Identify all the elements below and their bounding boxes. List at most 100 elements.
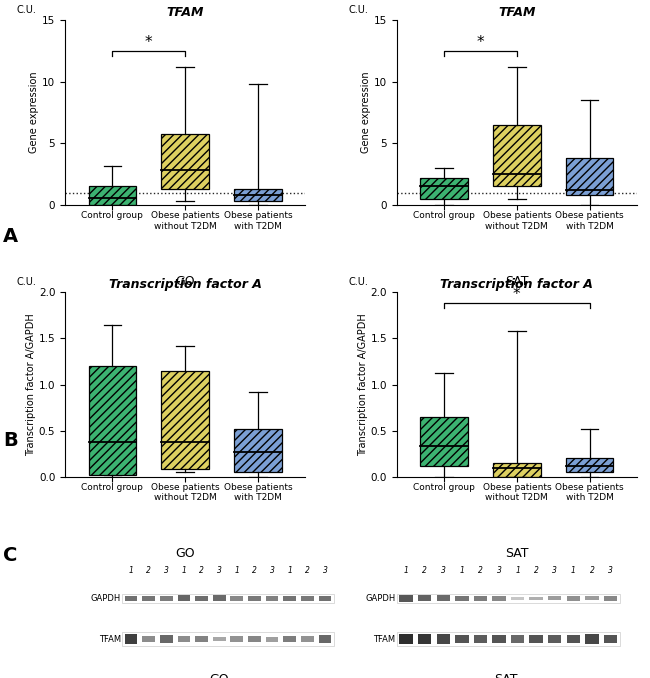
Text: A: A [3,227,18,246]
Text: TFAM: TFAM [374,635,396,643]
Bar [231,637,243,642]
Y-axis label: Gene expression: Gene expression [361,72,371,153]
Bar [492,635,506,643]
Bar [418,634,432,644]
Bar [213,595,226,601]
Bar [418,595,432,601]
Bar [567,596,580,601]
Bar [437,635,450,644]
Title: TFAM: TFAM [166,6,204,19]
Bar [421,417,467,466]
Text: GAPDH: GAPDH [91,594,121,603]
Bar [492,596,506,601]
Bar [493,125,541,186]
Bar [493,463,541,477]
Text: 1: 1 [129,566,133,575]
Bar [318,596,332,601]
Text: GAPDH: GAPDH [365,594,396,603]
Bar [566,458,614,473]
Text: 3: 3 [164,566,169,575]
Bar [474,596,487,601]
Text: TFAM: TFAM [99,635,121,643]
Bar [125,595,137,601]
Text: 3: 3 [608,566,613,575]
Bar [585,597,599,600]
Bar [493,125,541,186]
Bar [566,158,614,195]
Bar [283,636,296,643]
Bar [122,594,334,603]
Text: 1: 1 [460,566,464,575]
Bar [530,597,543,600]
Text: 1: 1 [404,566,408,575]
Bar [88,366,136,475]
Text: *: * [476,35,484,50]
Bar [125,634,137,644]
Bar [530,635,543,643]
Bar [437,595,450,601]
Bar [548,635,562,643]
Text: C.U.: C.U. [348,277,369,287]
Bar [88,186,136,205]
Bar [161,134,209,189]
Bar [301,596,314,601]
Bar [511,597,525,599]
Bar [88,186,136,205]
Bar [604,635,618,643]
Bar [177,595,190,601]
Text: SAT: SAT [505,547,528,560]
Bar [122,632,334,646]
Bar [177,636,190,642]
Bar [421,178,467,199]
Y-axis label: Gene expression: Gene expression [29,72,39,153]
Bar [266,596,278,601]
Bar [604,596,618,601]
Bar [474,635,487,643]
Bar [566,158,614,195]
Text: C.U.: C.U. [348,5,369,15]
Bar [455,596,469,601]
Bar [396,632,620,646]
Text: 2: 2 [199,566,204,575]
Bar [195,595,208,601]
Text: 3: 3 [441,566,446,575]
Bar [235,189,281,201]
Text: 2: 2 [534,566,539,575]
Bar [318,635,332,643]
Bar [421,417,467,466]
Bar [455,635,469,643]
Bar [142,596,155,601]
Bar [235,189,281,201]
Bar [161,371,209,469]
Text: 2: 2 [422,566,427,575]
Text: 3: 3 [552,566,557,575]
Bar [301,637,314,642]
Text: GO: GO [176,275,195,288]
Text: B: B [3,431,18,450]
Text: C.U.: C.U. [17,5,37,15]
Bar [548,597,562,600]
Bar [396,594,620,603]
Title: Transcription factor A: Transcription factor A [441,278,593,291]
Text: 2: 2 [478,566,483,575]
Y-axis label: Transcription factor A/GAPDH: Transcription factor A/GAPDH [26,313,36,456]
Bar [248,596,261,601]
Bar [142,636,155,642]
Text: GO: GO [210,673,229,678]
Bar [283,596,296,601]
Bar [161,134,209,189]
Text: 1: 1 [515,566,520,575]
Text: *: * [513,287,521,302]
Bar [231,596,243,601]
Text: SAT: SAT [494,673,517,678]
Bar [88,366,136,475]
Bar [567,635,580,643]
Bar [566,458,614,473]
Text: 2: 2 [590,566,594,575]
Text: 1: 1 [235,566,239,575]
Text: 2: 2 [146,566,151,575]
Text: 1: 1 [287,566,292,575]
Bar [195,636,208,642]
Bar [235,429,281,473]
Text: 3: 3 [497,566,501,575]
